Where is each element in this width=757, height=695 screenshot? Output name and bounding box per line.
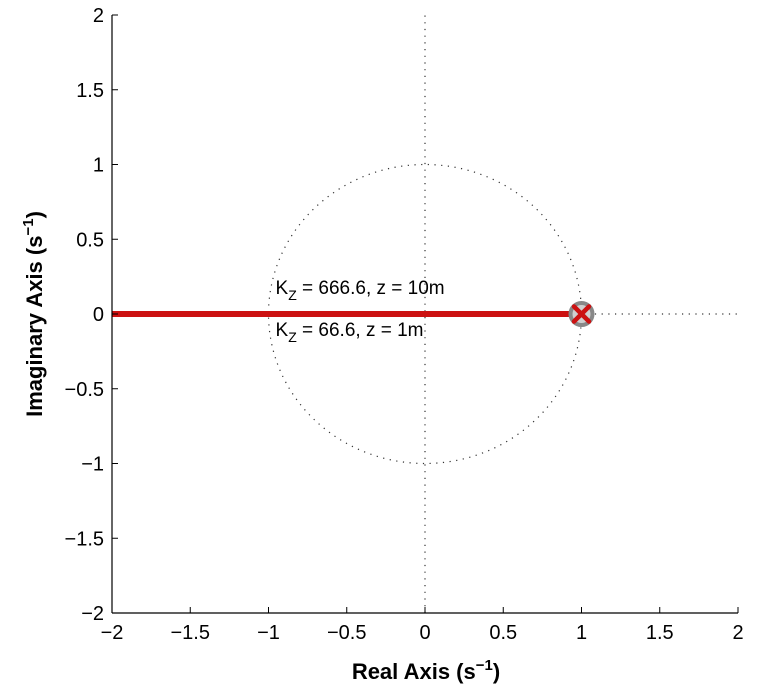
x-tick-label: 0.5 <box>489 622 517 644</box>
y-tick-label: −2 <box>81 603 104 625</box>
y-tick-label: 1 <box>93 155 104 177</box>
pole-x-stroke <box>571 304 592 324</box>
x-tick-label: 2 <box>732 622 743 644</box>
x-axis-label: Real Axis (s−1) <box>352 657 500 684</box>
x-tick-label: 0 <box>419 622 430 644</box>
y-tick-label: 0 <box>93 304 104 326</box>
x-tick-label: −0.5 <box>327 622 366 644</box>
y-tick-label: −1 <box>81 454 104 476</box>
y-tick-label: 1.5 <box>76 80 104 102</box>
y-axis-label: Imaginary Axis (s−1) <box>20 211 47 417</box>
y-tick-label: −0.5 <box>65 379 104 401</box>
x-tick-label: −1.5 <box>171 622 210 644</box>
pole-marker <box>571 304 592 324</box>
tick-labels: −2 −1.5 −1 −0.5 0 0.5 1 1.5 2 −2 −1.5 −1 −0.5 0 0.5 1 1.… <box>65 5 744 644</box>
x-tick-label: −1 <box>257 622 280 644</box>
y-tick-label: −1.5 <box>65 528 104 550</box>
y-tick-label: 0.5 <box>76 229 104 251</box>
y-tick-label: 2 <box>93 5 104 27</box>
x-tick-label: 1 <box>576 622 587 644</box>
annotation-upper: KZ = 666.6, z = 10m <box>276 278 445 303</box>
annotation-lower: KZ = 66.6, z = 1m <box>276 320 424 345</box>
x-tick-label: −2 <box>101 622 124 644</box>
x-tick-label: 1.5 <box>646 622 674 644</box>
markers <box>568 301 595 327</box>
annotations: KZ = 666.6, z = 10m KZ = 66.6, z = 1m <box>276 278 445 345</box>
axes <box>111 14 739 614</box>
